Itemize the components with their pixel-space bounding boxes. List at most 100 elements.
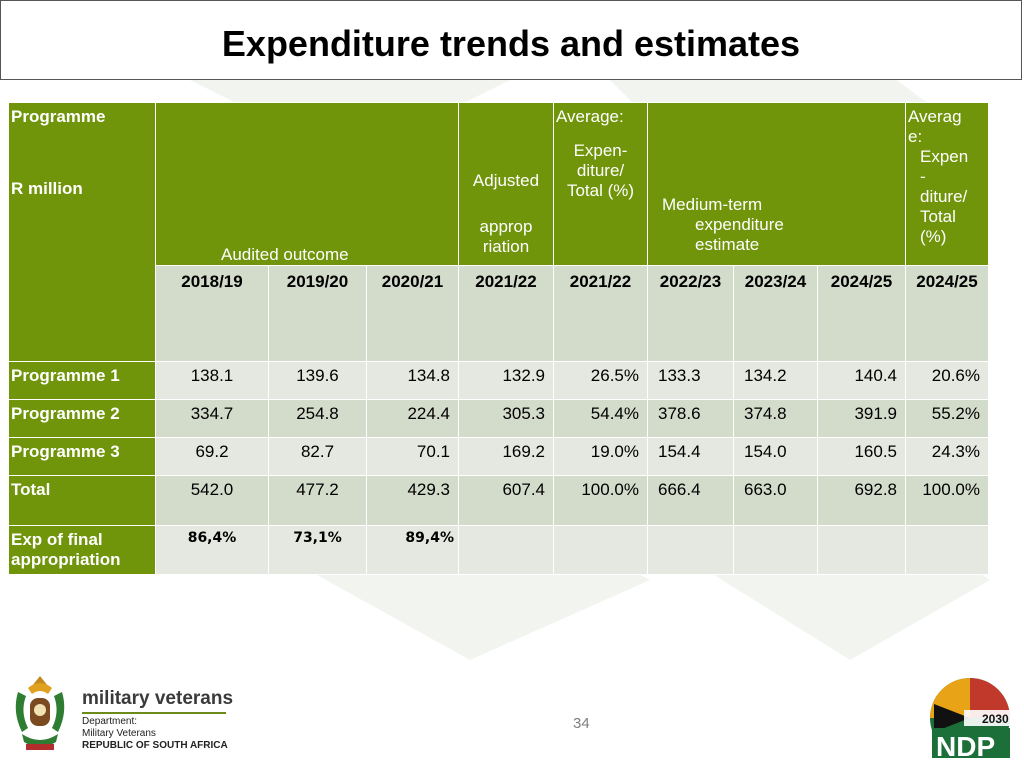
avg2-line-1: Averag	[908, 107, 962, 126]
avg2-line-7: (%)	[920, 227, 947, 246]
brand-title: military veterans	[82, 688, 234, 709]
avg1-line-4: Total (%)	[566, 181, 635, 200]
table-cell: 666.4	[647, 475, 734, 526]
table-cell: 100.0%	[905, 475, 989, 526]
year-header: 2022/23	[647, 265, 734, 362]
table-cell: 139.6	[268, 361, 367, 400]
exp-final-label-line-1: Exp of final	[11, 530, 103, 549]
ndp-text: NDP	[936, 731, 995, 762]
table-cell: 334.7	[155, 399, 269, 438]
table-cell: 26.5%	[553, 361, 648, 400]
year-header: 2019/20	[268, 265, 367, 362]
table-cell: 154.0	[733, 437, 818, 476]
year-header: 2021/22	[553, 265, 648, 362]
table-cell: 477.2	[268, 475, 367, 526]
table-cell: 663.0	[733, 475, 818, 526]
table-cell: 100.0%	[553, 475, 648, 526]
table-cell: 160.5	[817, 437, 906, 476]
audited-outcome-header-cell: Audited outcome	[155, 102, 459, 266]
table-cell: 692.8	[817, 475, 906, 526]
table-cell-empty	[458, 525, 554, 575]
programme-header-cell: Programme R million	[8, 102, 156, 362]
table-cell: 70.1	[366, 437, 459, 476]
year-header: 2024/25	[817, 265, 906, 362]
year-header: 2018/19	[155, 265, 269, 362]
table-cell: 86,4%	[155, 525, 269, 575]
table-cell: 134.8	[366, 361, 459, 400]
adjusted-line-1: Adjusted	[472, 171, 540, 190]
department-line-3: REPUBLIC OF SOUTH AFRICA	[82, 740, 228, 751]
avg1-line-2: Expen-	[573, 141, 628, 160]
table-cell: 607.4	[458, 475, 554, 526]
unit-header: R million	[11, 179, 83, 198]
ndp-2030-logo: 2030 NDP	[930, 678, 1012, 762]
department-line-1: Department:	[82, 716, 138, 727]
table-cell: 82.7	[268, 437, 367, 476]
table-cell: 133.3	[647, 361, 734, 400]
avg2-line-2: e:	[908, 127, 923, 146]
exp-final-label: Exp of final appropriation	[8, 525, 156, 575]
table-cell: 429.3	[366, 475, 459, 526]
year-header: 2020/21	[366, 265, 459, 362]
table-cell: 69.2	[155, 437, 269, 476]
table-cell: 154.4	[647, 437, 734, 476]
table-cell-empty	[905, 525, 989, 575]
avg2-line-6: Total	[920, 207, 956, 226]
row-label: Total	[8, 475, 156, 526]
table-cell: 374.8	[733, 399, 818, 438]
table-cell: 54.4%	[553, 399, 648, 438]
audited-outcome-header: Audited outcome	[221, 245, 349, 264]
average-expenditure-header-2: Averag e: Expen - diture/ Total (%)	[905, 102, 989, 266]
row-label: Programme 1	[8, 361, 156, 400]
table-cell-empty	[647, 525, 734, 575]
table-cell: 55.2%	[905, 399, 989, 438]
table-cell: 391.9	[817, 399, 906, 438]
avg2-line-4: -	[920, 167, 926, 186]
exp-final-label-line-2: appropriation	[11, 550, 121, 569]
table-cell: 19.0%	[553, 437, 648, 476]
table-cell-empty	[733, 525, 818, 575]
mtef-line-2: expenditure	[695, 215, 784, 234]
row-label: Programme 3	[8, 437, 156, 476]
department-line-2: Military Veterans	[82, 728, 156, 739]
table-cell: 24.3%	[905, 437, 989, 476]
page-number: 34	[573, 715, 590, 732]
table-cell: 140.4	[817, 361, 906, 400]
year-header: 2021/22	[458, 265, 554, 362]
table-cell: 305.3	[458, 399, 554, 438]
programme-header: Programme	[11, 107, 106, 126]
expenditure-table: Programme R million Audited outcome Adju…	[8, 102, 989, 575]
adjusted-line-2: approp	[479, 217, 533, 236]
avg1-line-1: Average:	[556, 107, 624, 126]
avg2-line-5: diture/	[920, 187, 968, 206]
coat-of-arms-icon	[15, 676, 65, 750]
title-box: Expenditure trends and estimates	[0, 0, 1022, 80]
brand-divider	[82, 712, 226, 714]
avg1-line-3: diture/	[576, 161, 625, 180]
adjusted-line-3: riation	[482, 237, 530, 256]
table-cell: 138.1	[155, 361, 269, 400]
department-block: Department: Military Veterans REPUBLIC O…	[82, 716, 228, 752]
year-header: 2024/25	[905, 265, 989, 362]
table-cell-empty	[817, 525, 906, 575]
table-cell: 224.4	[366, 399, 459, 438]
avg2-line-3: Expen	[920, 147, 969, 166]
mtef-line-3: estimate	[695, 235, 760, 254]
table-cell: 169.2	[458, 437, 554, 476]
adjusted-appropriation-header: Adjusted approp riation	[458, 102, 554, 266]
mtef-line-1: Medium-term	[662, 195, 763, 214]
table-cell: 254.8	[268, 399, 367, 438]
table-cell: 73,1%	[268, 525, 367, 575]
page-title: Expenditure trends and estimates	[221, 23, 801, 64]
table-cell: 20.6%	[905, 361, 989, 400]
table-cell: 378.6	[647, 399, 734, 438]
table-cell: 89,4%	[366, 525, 459, 575]
table-cell: 542.0	[155, 475, 269, 526]
table-cell: 132.9	[458, 361, 554, 400]
table-cell-empty	[553, 525, 648, 575]
average-expenditure-header: Average: Expen- diture/ Total (%)	[553, 102, 648, 266]
row-label: Programme 2	[8, 399, 156, 438]
ndp-year: 2030	[982, 712, 1009, 726]
table-cell: 134.2	[733, 361, 818, 400]
medium-term-header-cell: Medium-term expenditure estimate	[647, 102, 906, 266]
